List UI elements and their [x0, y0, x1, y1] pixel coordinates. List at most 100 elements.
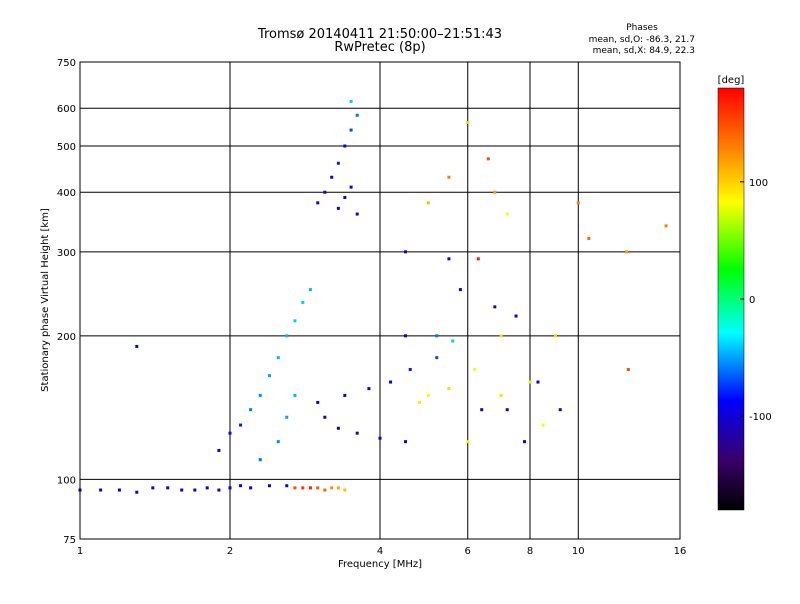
data-point — [403, 334, 407, 338]
data-point — [447, 257, 451, 261]
data-point — [285, 334, 289, 338]
data-point — [536, 380, 540, 384]
data-point — [553, 334, 557, 338]
stats-x-mode: mean, sd,X: 84.9, 22.3 — [593, 46, 695, 56]
y-tick-label: 400 — [57, 188, 76, 199]
data-point — [447, 387, 451, 391]
data-point — [99, 488, 103, 492]
data-point — [336, 486, 340, 490]
data-point — [217, 488, 221, 492]
data-point — [267, 374, 271, 378]
data-point — [466, 121, 470, 125]
data-point — [330, 175, 334, 179]
data-point — [558, 408, 562, 412]
y-tick-label: 500 — [57, 142, 76, 153]
data-point — [323, 415, 327, 419]
data-point — [505, 408, 509, 412]
data-point — [625, 250, 629, 254]
data-point — [528, 380, 532, 384]
data-point — [249, 408, 253, 412]
data-point — [417, 400, 421, 404]
data-point — [316, 400, 320, 404]
data-point — [343, 488, 347, 492]
data-point — [239, 423, 243, 427]
data-point — [336, 206, 340, 210]
data-point — [435, 356, 439, 360]
y-tick-label: 100 — [57, 475, 76, 486]
colorbar-tick-label: 100 — [749, 178, 768, 189]
colorbar-ticks: 100 0 -100 — [740, 178, 772, 423]
y-axis-ticks: 75 100 200 300 400 500 600 750 — [57, 58, 76, 546]
data-point — [355, 431, 359, 435]
data-point — [258, 458, 262, 462]
grid-lines — [80, 62, 680, 539]
stats-o-mode: mean, sd,O: -86.3, 21.7 — [589, 35, 695, 45]
y-axis-label: Stationary phase Virtual Height [km] — [40, 208, 51, 392]
data-point — [343, 393, 347, 397]
chart-title: Tromsø 20140411 21:50:00–21:51:43 — [257, 27, 502, 42]
data-point — [523, 440, 527, 444]
data-point — [426, 393, 430, 397]
y-tick-label: 75 — [63, 535, 76, 546]
data-point — [343, 144, 347, 148]
data-point — [308, 486, 312, 490]
data-point — [499, 393, 503, 397]
data-point — [447, 175, 451, 179]
data-point — [293, 393, 297, 397]
data-point — [258, 393, 262, 397]
y-tick-label: 750 — [57, 58, 76, 69]
data-point — [180, 488, 184, 492]
data-point — [403, 250, 407, 254]
data-point — [367, 387, 371, 391]
data-point — [349, 128, 353, 132]
data-point — [135, 344, 139, 348]
x-tick-label: 16 — [674, 546, 687, 557]
data-point — [316, 201, 320, 205]
data-point — [378, 436, 382, 440]
data-point — [285, 415, 289, 419]
data-point — [228, 486, 232, 490]
x-tick-label: 2 — [227, 546, 233, 557]
data-point — [330, 486, 334, 490]
data-point — [117, 488, 121, 492]
data-point — [480, 408, 484, 412]
colorbar — [717, 87, 745, 511]
data-point — [493, 190, 497, 194]
data-point — [293, 319, 297, 323]
data-point — [476, 257, 480, 261]
data-point — [151, 486, 155, 490]
data-point — [135, 490, 139, 494]
stats-heading: Phases — [626, 23, 658, 33]
data-point — [166, 486, 170, 490]
data-point — [403, 440, 407, 444]
data-point — [239, 484, 243, 488]
y-tick-label: 600 — [57, 104, 76, 115]
data-point — [308, 288, 312, 292]
colorbar-tick-label: -100 — [749, 412, 772, 423]
data-point — [293, 486, 297, 490]
data-point — [205, 486, 209, 490]
data-point — [267, 484, 271, 488]
data-point — [626, 367, 630, 371]
y-tick-label: 200 — [57, 332, 76, 343]
data-point — [355, 212, 359, 216]
x-tick-label: 1 — [77, 546, 83, 557]
data-point — [355, 113, 359, 117]
data-point — [664, 224, 668, 228]
data-point — [499, 334, 503, 338]
data-point — [301, 300, 305, 304]
data-point — [466, 440, 470, 444]
data-point — [276, 440, 280, 444]
data-point — [408, 367, 412, 371]
data-point — [426, 201, 430, 205]
data-point — [389, 380, 393, 384]
data-point — [217, 448, 221, 452]
x-tick-label: 10 — [572, 546, 585, 557]
chart-subtitle: RwPretec (8p) — [334, 40, 425, 55]
data-point — [451, 339, 455, 343]
data-point — [193, 488, 197, 492]
data-point — [473, 367, 477, 371]
data-point — [541, 423, 545, 427]
x-tick-label: 4 — [377, 546, 383, 557]
